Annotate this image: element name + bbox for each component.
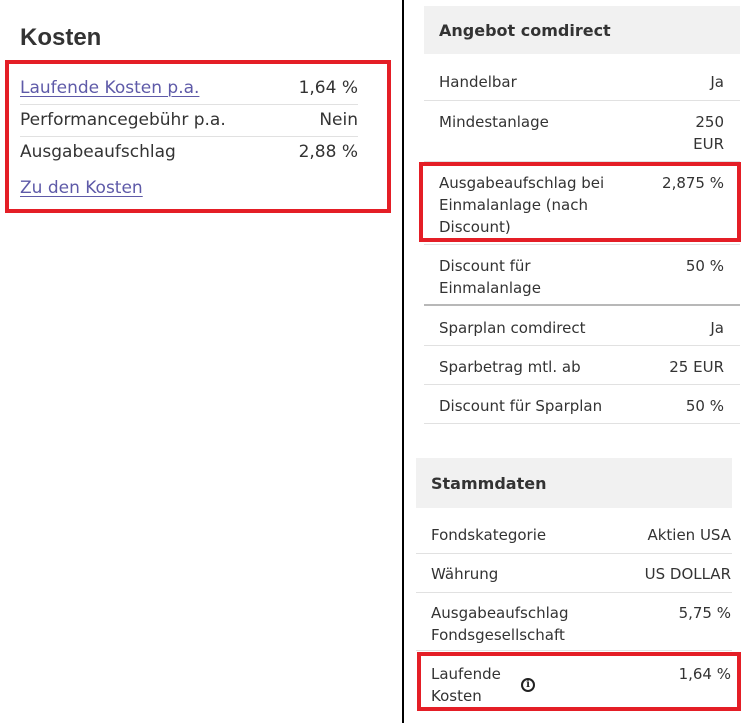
sparbetrag-value: 25 EUR — [669, 358, 724, 376]
row-divider — [416, 650, 732, 651]
sparplan-value: Ja — [710, 319, 724, 337]
info-icon[interactable]: i — [521, 678, 535, 692]
stammdaten-title: Stammdaten — [431, 473, 547, 493]
performancegebuehr-label: Performancegebühr p.a. — [20, 110, 226, 130]
stammdaten-row-fondskategorie: Fondskategorie Aktien USA — [416, 524, 732, 546]
vertical-divider — [402, 0, 404, 723]
ausgabeaufschlag-fonds-label: Ausgabeaufschlag Fondsgesellschaft — [431, 604, 569, 644]
ausgabeaufschlag-einmalanlage-value: 2,875 % — [662, 174, 724, 192]
performancegebuehr-value: Nein — [319, 110, 358, 130]
row-divider — [424, 345, 740, 346]
handelbar-value: Ja — [710, 73, 724, 91]
zu-den-kosten-link[interactable]: Zu den Kosten — [20, 178, 143, 198]
kosten-row-laufende-kosten: Laufende Kosten p.a. 1,64 % — [20, 72, 358, 105]
ausgabeaufschlag-value: 2,88 % — [298, 142, 358, 162]
laufende-kosten-label-group: Laufende Kosten i — [431, 663, 535, 707]
row-divider — [424, 161, 740, 162]
laufende-kosten-link[interactable]: Laufende Kosten p.a. — [20, 78, 200, 98]
row-divider — [424, 423, 740, 424]
ausgabeaufschlag-label: Ausgabeaufschlag — [20, 142, 176, 162]
stammdaten-row-ausgabeaufschlag-fonds: Ausgabeaufschlag Fondsgesellschaft 5,75 … — [416, 602, 732, 646]
angebot-row-sparbetrag: Sparbetrag mtl. ab 25 EUR — [424, 356, 740, 378]
laufende-kosten-label: Laufende Kosten — [431, 665, 501, 705]
handelbar-label: Handelbar — [439, 73, 517, 91]
kosten-row-ausgabeaufschlag: Ausgabeaufschlag 2,88 % — [20, 136, 358, 168]
angebot-panel: Angebot comdirect Handelbar Ja Mindestan… — [424, 6, 740, 426]
angebot-row-handelbar: Handelbar Ja — [424, 71, 740, 93]
row-divider — [424, 384, 740, 385]
laufende-kosten-value: 1,64 % — [298, 78, 358, 98]
stammdaten-row-waehrung: Währung US DOLLAR — [416, 563, 732, 585]
row-divider — [424, 100, 740, 101]
row-divider — [416, 553, 732, 554]
angebot-header: Angebot comdirect — [424, 6, 740, 54]
angebot-row-ausgabeaufschlag-einmalanlage: Ausgabeaufschlag bei Einmalanlage (nach … — [424, 172, 740, 238]
discount-einmalanlage-value: 50 % — [685, 257, 724, 275]
row-divider — [416, 592, 732, 593]
mindestanlage-label: Mindestanlage — [439, 113, 549, 131]
stammdaten-row-laufende-kosten: Laufende Kosten i 1,64 % — [416, 663, 732, 707]
row-divider — [424, 244, 740, 245]
sparbetrag-label: Sparbetrag mtl. ab — [439, 358, 581, 376]
kosten-panel: Kosten Laufende Kosten p.a. 1,64 % Perfo… — [5, 24, 391, 213]
ausgabeaufschlag-einmalanlage-label: Ausgabeaufschlag bei Einmalanlage (nach … — [439, 174, 605, 236]
stammdaten-header: Stammdaten — [416, 458, 732, 508]
angebot-row-discount-sparplan: Discount für Sparplan 50 % — [424, 395, 740, 417]
kosten-title: Kosten — [20, 24, 102, 51]
ausgabeaufschlag-fonds-value: 5,75 % — [678, 604, 731, 622]
discount-sparplan-label: Discount für Sparplan — [439, 397, 603, 415]
waehrung-value: US DOLLAR — [644, 565, 731, 583]
mindestanlage-value: 250 EUR — [693, 113, 724, 153]
angebot-row-sparplan: Sparplan comdirect Ja — [424, 317, 740, 339]
sparplan-label: Sparplan comdirect — [439, 319, 586, 337]
laufende-kosten-stamm-value: 1,64 % — [678, 665, 731, 683]
waehrung-label: Währung — [431, 565, 499, 583]
fondskategorie-value: Aktien USA — [647, 526, 731, 544]
section-divider — [424, 304, 740, 306]
discount-sparplan-value: 50 % — [685, 397, 724, 415]
kosten-row-performancegebuehr: Performancegebühr p.a. Nein — [20, 104, 358, 137]
angebot-title: Angebot comdirect — [439, 20, 611, 40]
angebot-row-discount-einmalanlage: Discount für Einmalanlage 50 % — [424, 255, 740, 299]
discount-einmalanlage-label: Discount für Einmalanlage — [439, 257, 541, 297]
fondskategorie-label: Fondskategorie — [431, 526, 547, 544]
stammdaten-panel: Stammdaten Fondskategorie Aktien USA Wäh… — [416, 458, 732, 723]
angebot-row-mindestanlage: Mindestanlage 250 EUR — [424, 111, 740, 155]
